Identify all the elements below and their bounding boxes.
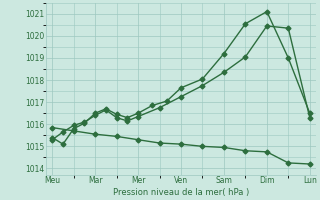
X-axis label: Pression niveau de la mer( hPa ): Pression niveau de la mer( hPa ) (113, 188, 249, 197)
